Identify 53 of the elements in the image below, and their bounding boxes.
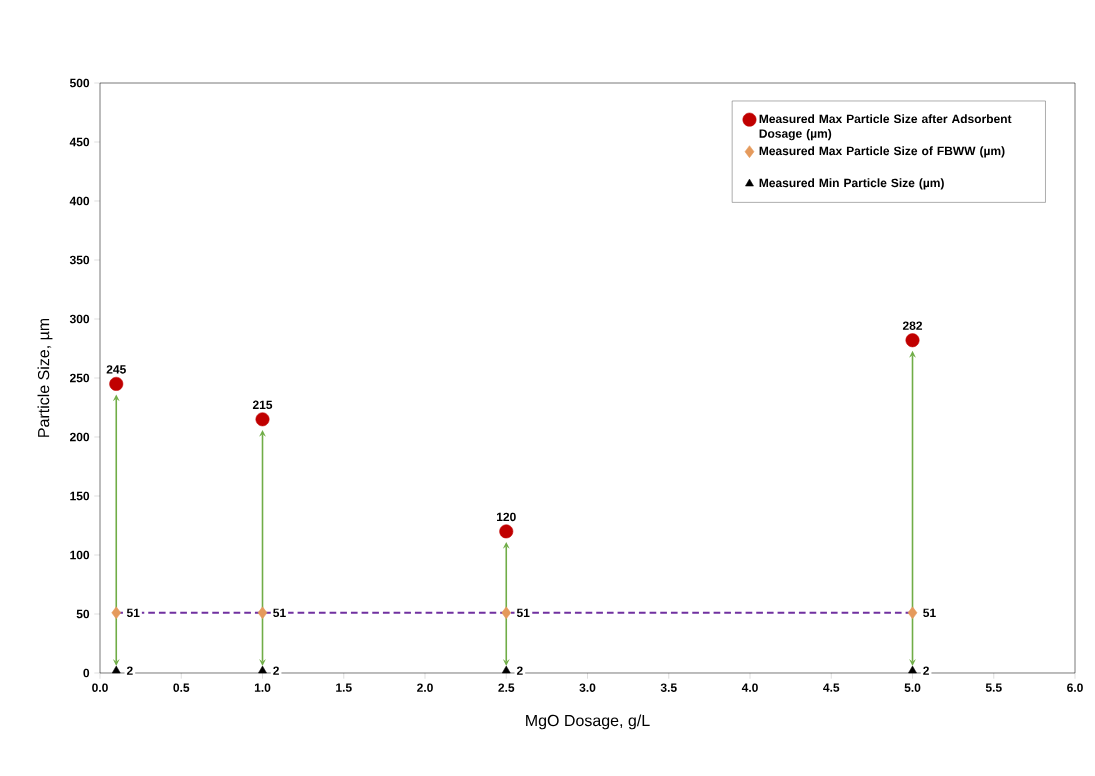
data-label: 282 bbox=[902, 321, 923, 330]
x-tick-label: 5.5 bbox=[985, 683, 1002, 692]
y-tick-label: 50 bbox=[76, 609, 90, 619]
legend-label: Measured Max Particle Size of FBWW (µm) bbox=[759, 146, 1005, 158]
point bbox=[499, 524, 514, 539]
y-tick-label: 400 bbox=[69, 196, 90, 206]
point bbox=[111, 665, 121, 674]
y-tick-label: 150 bbox=[70, 491, 90, 501]
x-tick-label: 0.5 bbox=[173, 683, 190, 692]
x-tick-label: 1.5 bbox=[336, 683, 352, 692]
point bbox=[907, 606, 918, 620]
point bbox=[905, 333, 920, 348]
y-tick-label: 0 bbox=[83, 668, 90, 678]
legend-label: Measured Min Particle Size (µm) bbox=[759, 178, 944, 190]
legend-label: Measured Max Particle Size after Adsorbent Dosage (µm) bbox=[759, 114, 1012, 141]
data-label: 2 bbox=[516, 666, 523, 675]
data-label: 51 bbox=[516, 608, 530, 618]
x-tick-label: 4.5 bbox=[823, 683, 840, 692]
x-tick-label: 4.0 bbox=[741, 683, 758, 692]
point bbox=[257, 606, 268, 620]
y-axis-title: Particle Size, µm bbox=[37, 318, 53, 437]
data-label: 2 bbox=[126, 666, 133, 675]
x-tick-label: 0.0 bbox=[92, 683, 108, 692]
point bbox=[258, 665, 267, 674]
data-label: 51 bbox=[273, 608, 286, 618]
data-label: 245 bbox=[106, 365, 126, 374]
x-tick-label: 5.0 bbox=[904, 683, 921, 692]
y-tick-label: 500 bbox=[69, 78, 90, 88]
y-tick-label: 300 bbox=[69, 314, 90, 324]
point bbox=[255, 412, 270, 427]
x-tick-label: 1.0 bbox=[254, 683, 271, 692]
x-tick-label: 3.5 bbox=[660, 683, 677, 692]
data-label: 215 bbox=[252, 400, 273, 410]
x-tick-label: 2.0 bbox=[417, 683, 433, 692]
point bbox=[908, 665, 917, 674]
y-tick-label: 100 bbox=[70, 550, 90, 560]
point bbox=[501, 606, 512, 620]
point bbox=[501, 665, 511, 674]
x-axis-title: MgO Dosage, g/L bbox=[526, 714, 650, 730]
data-label: 51 bbox=[923, 608, 936, 618]
y-tick-label: 350 bbox=[69, 255, 90, 265]
point bbox=[109, 376, 124, 391]
data-label: 51 bbox=[126, 608, 140, 618]
data-label: 2 bbox=[273, 666, 279, 675]
x-tick-label: 6.0 bbox=[1067, 683, 1083, 692]
x-tick-label: 2.5 bbox=[498, 683, 515, 692]
y-tick-label: 250 bbox=[70, 373, 90, 383]
data-label: 120 bbox=[497, 512, 516, 522]
y-tick-label: 450 bbox=[69, 137, 90, 147]
data-label: 2 bbox=[923, 666, 929, 675]
x-tick-label: 3.0 bbox=[579, 683, 596, 692]
y-tick-label: 200 bbox=[70, 432, 90, 442]
point bbox=[111, 606, 122, 620]
